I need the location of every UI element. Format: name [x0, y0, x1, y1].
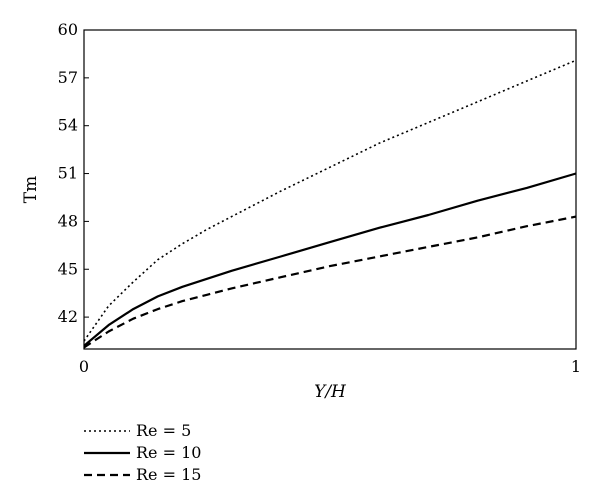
plot-frame: [83, 29, 577, 350]
legend-label: Re = 10: [136, 443, 201, 462]
x-axis-label: Y/H: [314, 382, 347, 402]
y-tick-label: 57: [58, 68, 78, 87]
series-line-re-10: [83, 172, 577, 347]
series-line-re-5: [83, 59, 577, 342]
series-line-re-15: [83, 215, 577, 349]
y-tick-label: 45: [58, 259, 78, 278]
y-axis-label: Tm: [21, 176, 41, 203]
legend-label: Re = 5: [136, 421, 191, 440]
legend: Re = 5 Re = 10 Re = 15: [84, 421, 201, 484]
series-lines: [83, 59, 577, 349]
y-axis-ticks: 42 45 48 51 54 57 60: [58, 20, 89, 326]
y-tick-label: 48: [58, 211, 78, 230]
y-tick-label: 51: [58, 164, 78, 183]
legend-label: Re = 15: [136, 465, 201, 484]
y-tick-label: 60: [58, 20, 78, 39]
y-tick-label: 42: [58, 307, 78, 326]
x-tick-label: 0: [79, 357, 89, 376]
plot-area-border: [83, 29, 577, 350]
y-tick-label: 54: [58, 116, 78, 135]
x-tick-label: 1: [571, 357, 581, 376]
